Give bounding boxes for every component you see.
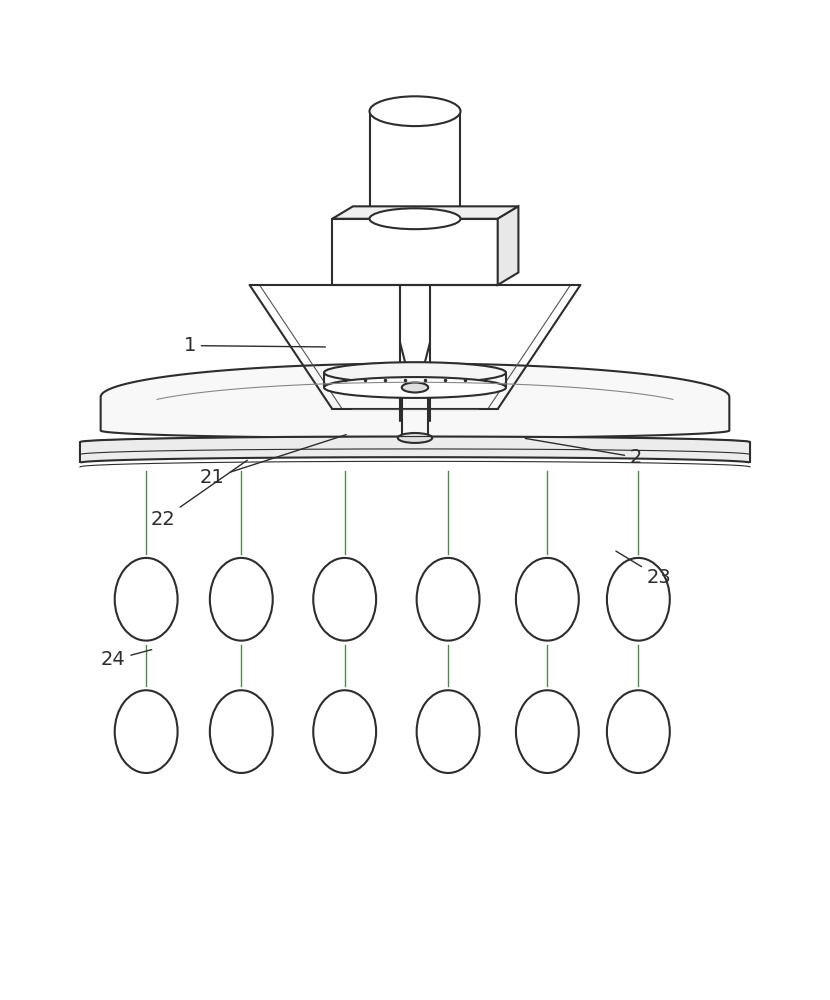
Ellipse shape bbox=[115, 558, 178, 641]
Ellipse shape bbox=[324, 362, 506, 383]
Polygon shape bbox=[80, 437, 750, 463]
Text: 24: 24 bbox=[100, 650, 152, 669]
Ellipse shape bbox=[210, 690, 273, 773]
Ellipse shape bbox=[417, 558, 480, 641]
Ellipse shape bbox=[398, 433, 432, 443]
Ellipse shape bbox=[402, 383, 428, 392]
Ellipse shape bbox=[369, 96, 461, 126]
Text: 1: 1 bbox=[183, 336, 325, 355]
Ellipse shape bbox=[313, 690, 376, 773]
Ellipse shape bbox=[516, 558, 579, 641]
Polygon shape bbox=[100, 364, 730, 438]
FancyBboxPatch shape bbox=[332, 219, 498, 285]
Ellipse shape bbox=[313, 558, 376, 641]
Text: 23: 23 bbox=[616, 551, 671, 587]
Ellipse shape bbox=[210, 558, 273, 641]
Ellipse shape bbox=[324, 377, 506, 398]
Polygon shape bbox=[498, 206, 519, 285]
Ellipse shape bbox=[115, 690, 178, 773]
Polygon shape bbox=[332, 206, 519, 219]
Ellipse shape bbox=[417, 690, 480, 773]
Text: 2: 2 bbox=[525, 438, 642, 467]
Text: 22: 22 bbox=[150, 460, 247, 529]
Text: 21: 21 bbox=[200, 435, 346, 487]
Ellipse shape bbox=[516, 690, 579, 773]
Ellipse shape bbox=[369, 208, 461, 229]
Ellipse shape bbox=[607, 558, 670, 641]
Ellipse shape bbox=[607, 690, 670, 773]
